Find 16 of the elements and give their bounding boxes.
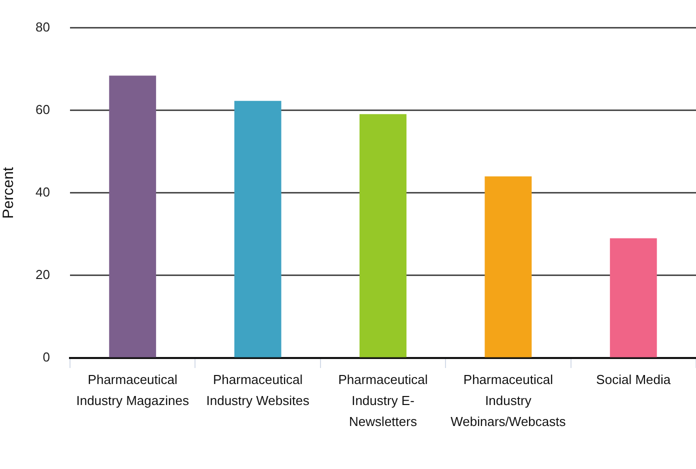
bar [360, 114, 406, 358]
bar [234, 100, 282, 358]
y-tick-label: 20 [36, 267, 50, 282]
y-tick-label: 40 [36, 184, 50, 200]
x-tick-label: Social Media [596, 372, 672, 388]
bar [484, 176, 532, 358]
x-tick-label: Pharmaceutical Industry Magazines [76, 372, 190, 408]
y-tick-label: 60 [36, 102, 50, 117]
x-tick-label: Pharmaceutical Industry Websites [206, 372, 310, 408]
x-tick-label: Pharmaceutical Industry E-Newsletters [338, 372, 428, 430]
y-tick-label: 0 [42, 350, 50, 365]
bar [109, 76, 156, 358]
x-tick-label: Pharmaceutical Industry Webinars/Webcasts [450, 372, 566, 430]
bar [610, 238, 657, 358]
y-axis-title: Percent [0, 166, 18, 219]
y-tick-label: 80 [36, 19, 50, 34]
